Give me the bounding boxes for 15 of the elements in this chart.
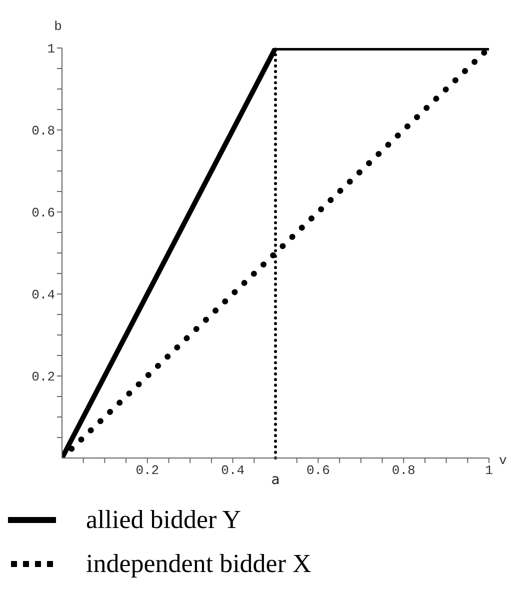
x-tick-label: 0.6	[306, 463, 330, 478]
y-tick-label: 0.4	[32, 288, 56, 303]
x-axis-title: v	[499, 453, 507, 468]
x-tick-label: 0.2	[136, 463, 160, 478]
x-tick-label: 0.8	[392, 463, 416, 478]
x-tick-label: 0.4	[221, 463, 245, 478]
y-tick-label: 0.6	[32, 206, 55, 221]
y-axis-title: b	[54, 19, 62, 34]
ref-line-label: a	[271, 472, 280, 488]
y-tick-label: 1	[47, 42, 56, 57]
y-tick-label: 0.8	[32, 124, 55, 139]
y-tick-label: 0.2	[32, 370, 55, 385]
x-tick-label: 1	[485, 463, 494, 478]
legend-label: independent bidder X	[86, 549, 312, 579]
legend-label: allied bidder Y	[86, 505, 241, 535]
